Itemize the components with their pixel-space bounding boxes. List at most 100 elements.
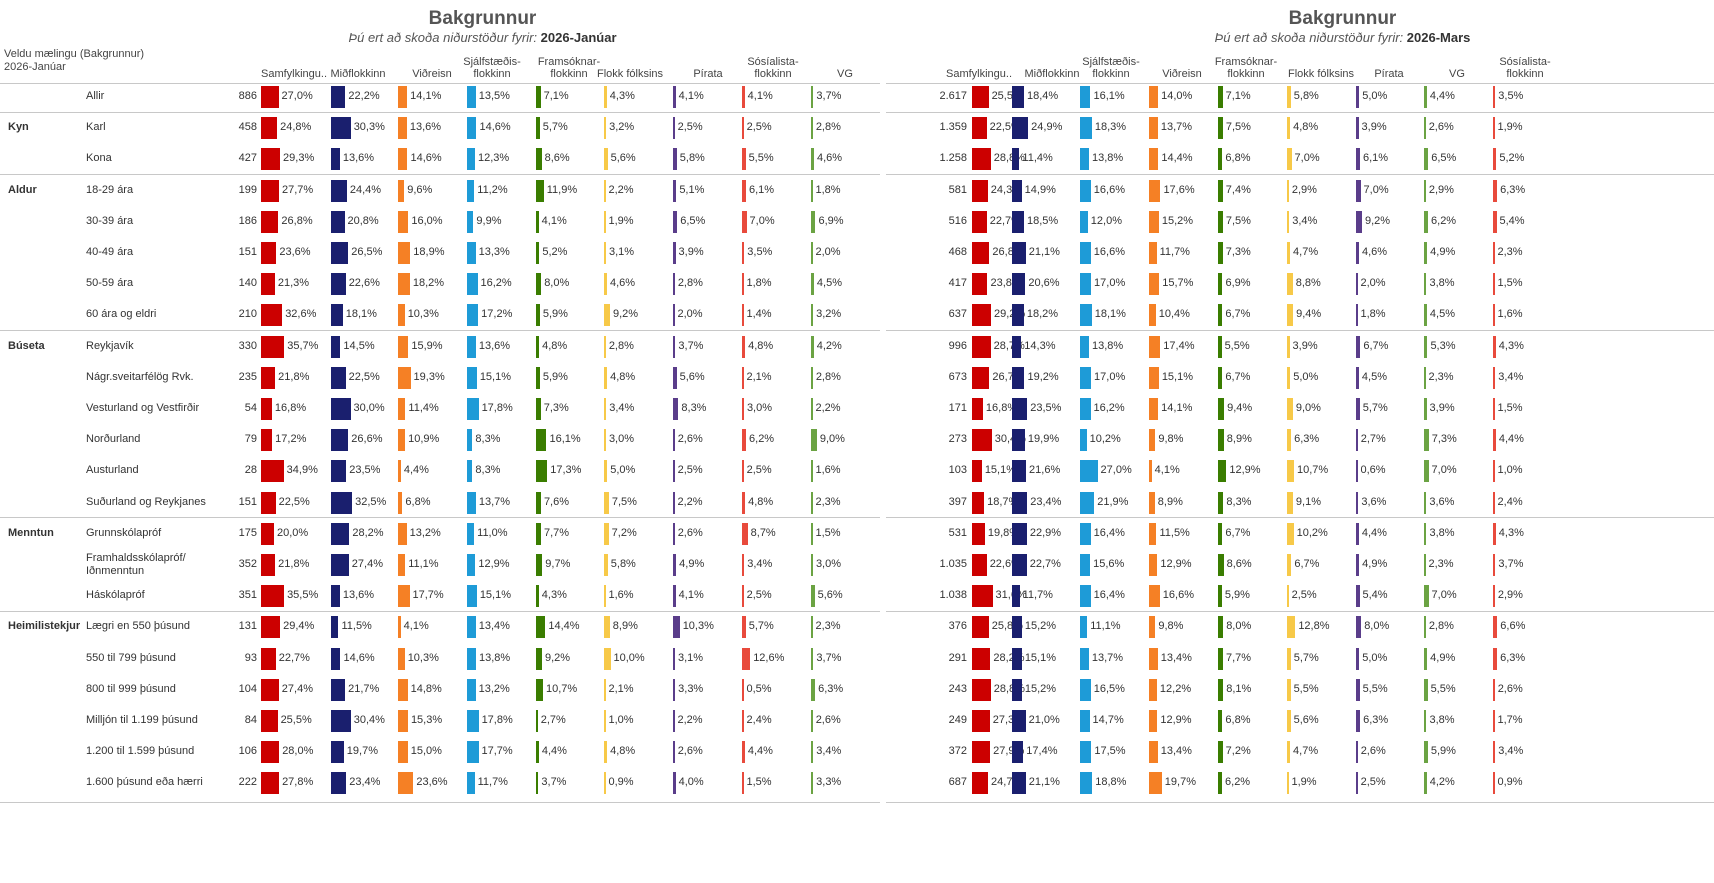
column-header-line: Sjálfstæðis- — [463, 56, 521, 68]
value-label: 12,6% — [753, 651, 785, 664]
bar — [536, 117, 540, 140]
bar — [972, 335, 991, 358]
bar — [1287, 242, 1291, 264]
bar — [1149, 398, 1159, 420]
bar — [398, 366, 411, 389]
column-header-5: Flokk fólksins — [1287, 68, 1355, 80]
row-n: 186 — [238, 214, 257, 227]
value-label: 21,9% — [1097, 495, 1129, 508]
bar — [1493, 242, 1495, 264]
bar — [604, 585, 606, 608]
bar — [673, 522, 675, 545]
value-label: 2,2% — [815, 402, 841, 414]
value-label: 4,4% — [403, 464, 429, 477]
bar — [742, 585, 744, 608]
bar — [604, 86, 607, 108]
value-label: 22,7% — [1029, 558, 1061, 570]
bar — [673, 366, 677, 389]
value-label: 1,5% — [746, 776, 772, 789]
bar — [398, 647, 405, 670]
value-label: 8,7% — [750, 526, 776, 539]
value-label: 17,4% — [1163, 339, 1195, 352]
value-label: 13,4% — [1160, 651, 1192, 664]
subtitle-period: 2026-Mars — [1406, 30, 1471, 45]
value-label: 3,4% — [1498, 745, 1524, 758]
bar — [1356, 86, 1360, 108]
value-label: 3,9% — [1361, 121, 1387, 134]
bar — [673, 772, 676, 795]
value-label: 3,2% — [609, 121, 635, 134]
bar — [467, 710, 479, 732]
bar — [1218, 772, 1223, 795]
bar — [1218, 242, 1223, 264]
value-label: 8,9% — [612, 620, 638, 633]
value-label: 24,9% — [1031, 121, 1063, 134]
value-label: 2,0% — [1360, 277, 1386, 290]
value-label: 1,5% — [1497, 277, 1523, 290]
value-label: 2,5% — [677, 121, 703, 134]
value-label: 3,8% — [1429, 277, 1455, 290]
bar — [811, 429, 817, 452]
bar — [972, 117, 987, 140]
value-label: 2,8% — [608, 339, 634, 352]
row-label: 1.600 þúsund eða hærri — [86, 776, 203, 789]
column-header-line: flokkinn — [1092, 68, 1130, 80]
footer-divider — [886, 802, 1714, 803]
value-label: 13,3% — [478, 246, 510, 258]
measurement-selector-value: 2026-Janúar — [4, 61, 66, 73]
value-label: 6,2% — [1431, 214, 1457, 227]
bar — [331, 585, 340, 608]
value-label: 4,9% — [1430, 246, 1456, 258]
value-label: 18,8% — [1095, 776, 1127, 789]
value-label: 17,8% — [481, 402, 513, 414]
value-label: 9,4% — [1296, 308, 1322, 321]
measurement-selector[interactable]: Veldu mælingu (Bakgrunnur) 2026-Janúar — [4, 48, 144, 74]
value-label: 7,3% — [1431, 433, 1457, 446]
value-label: 11,5% — [341, 620, 372, 633]
value-label: 16,1% — [549, 433, 581, 446]
bar — [1149, 491, 1155, 514]
value-label: 2,0% — [815, 246, 841, 258]
bar — [673, 616, 680, 639]
bar — [742, 366, 744, 389]
bar — [742, 491, 746, 514]
value-label: 9,8% — [1158, 620, 1184, 633]
bar — [1287, 647, 1291, 670]
value-label: 3,8% — [1429, 526, 1455, 539]
row-label: Karl — [86, 121, 106, 134]
column-header-3: Viðreisn — [1162, 68, 1202, 80]
bar — [1149, 741, 1158, 764]
value-label: 5,7% — [1362, 402, 1388, 414]
value-label: 18,2% — [412, 277, 445, 290]
value-label: 21,1% — [1028, 776, 1060, 789]
row-label: 800 til 999 þúsund — [86, 682, 176, 695]
column-header-line: Sósíalista- — [747, 56, 799, 68]
bar — [467, 429, 473, 452]
bar — [1424, 772, 1427, 795]
column-header-line: Framsóknar- — [1214, 56, 1278, 68]
row-n: 131 — [238, 620, 257, 633]
bar — [1356, 710, 1361, 732]
bar — [1493, 335, 1496, 358]
bar — [673, 491, 675, 514]
value-label: 1,9% — [1497, 121, 1523, 134]
value-label: 2,6% — [1497, 682, 1523, 695]
value-label: 5,9% — [1430, 745, 1456, 758]
bar — [1424, 616, 1426, 639]
value-label: 6,2% — [749, 433, 775, 446]
row-n: 427 — [238, 152, 257, 165]
bar — [1287, 304, 1294, 327]
bar — [1287, 210, 1290, 233]
value-label: 4,2% — [1429, 776, 1455, 789]
column-header-line: flokkinn — [1227, 68, 1265, 80]
value-label: 5,9% — [542, 370, 568, 383]
value-label: 7,5% — [1225, 214, 1251, 227]
bar — [1080, 304, 1092, 327]
bar — [742, 179, 746, 202]
value-label: 16,8% — [985, 402, 1018, 414]
row-n: 210 — [238, 308, 257, 321]
value-label: 15,2% — [1161, 214, 1194, 227]
bar — [1012, 491, 1028, 514]
value-label: 2,8% — [815, 121, 841, 134]
bar — [1287, 741, 1291, 764]
